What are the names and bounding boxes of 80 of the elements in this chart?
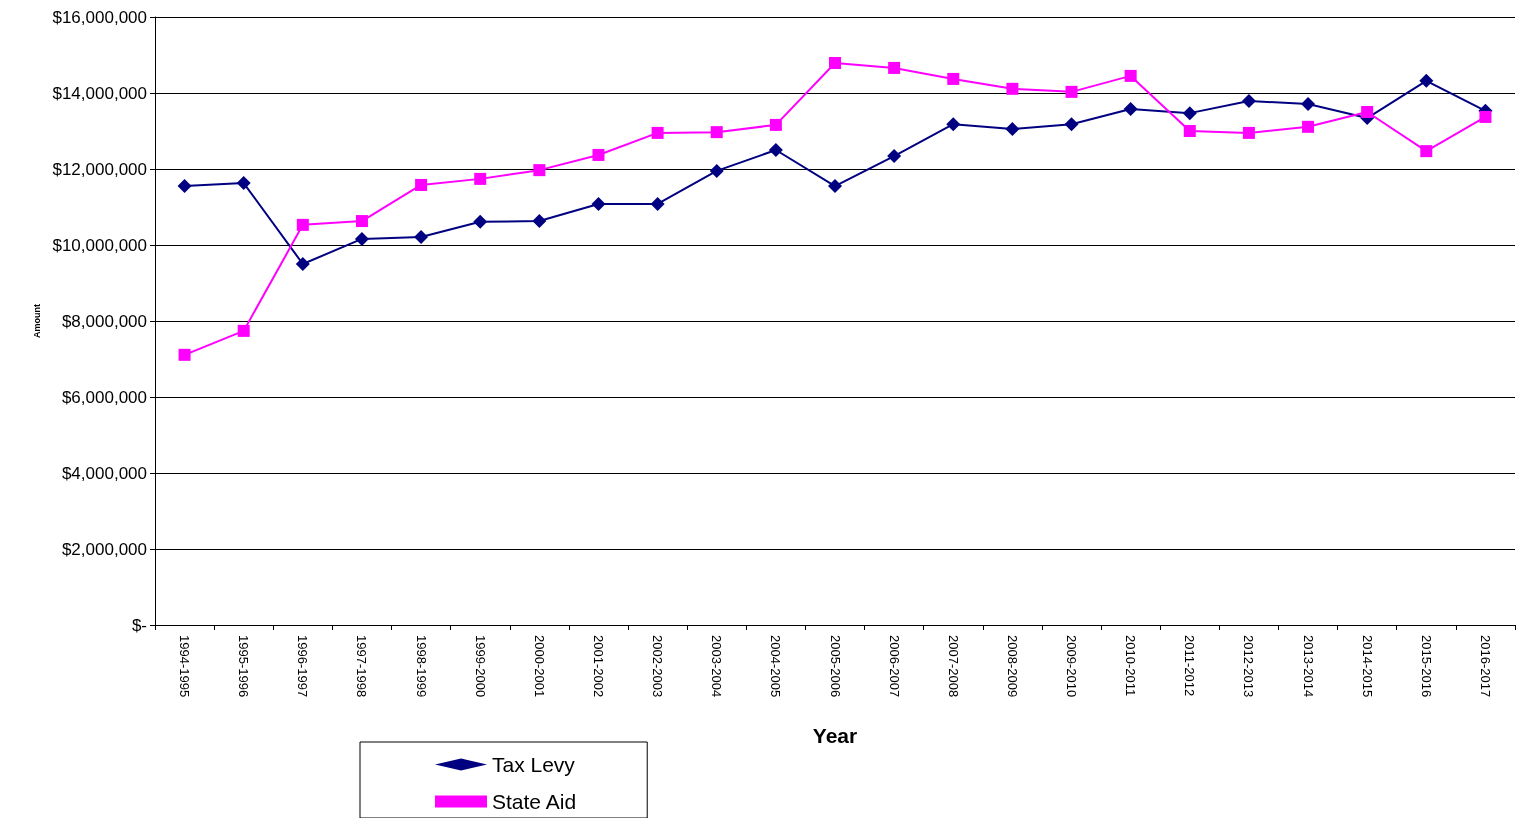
point	[1064, 117, 1079, 132]
point	[1182, 106, 1197, 121]
y-tick-label: $12,000,000	[52, 159, 147, 179]
point	[532, 214, 547, 229]
point	[236, 176, 251, 191]
x-tick-label: 2016-2017	[1477, 635, 1493, 698]
point	[295, 257, 310, 271]
point	[1183, 125, 1196, 137]
point	[1479, 110, 1492, 123]
point	[1124, 69, 1137, 82]
legend-label: State Aid	[492, 790, 577, 813]
legend-label: Tax Levy	[492, 753, 576, 776]
x-tick-label: 2007-2008	[945, 635, 961, 698]
y-tick-label: $8,000,000	[61, 311, 147, 331]
x-tick-label: 2005-2006	[827, 635, 843, 698]
x-tick-label: 2010-2011	[1123, 635, 1139, 697]
x-tick-label: 1998-1999	[413, 635, 429, 698]
point	[354, 231, 369, 246]
point	[887, 149, 902, 164]
x-tick-label: 2002-2003	[650, 635, 666, 698]
x-tick-label: 1997-1998	[354, 635, 370, 698]
point	[592, 148, 605, 161]
point	[1419, 73, 1434, 88]
point	[710, 126, 723, 139]
point	[768, 143, 783, 157]
point	[473, 214, 488, 229]
x-tick-label: 2013-2014	[1300, 635, 1316, 698]
x-tick-label: 1999-2000	[472, 635, 488, 698]
point	[1123, 101, 1138, 116]
x-tick-label: 2008-2009	[1004, 635, 1020, 698]
x-tick-label: 2014-2015	[1359, 635, 1375, 698]
point	[1301, 97, 1316, 112]
point	[415, 178, 428, 191]
point	[355, 215, 368, 228]
point	[178, 348, 191, 361]
y-tick-label: $4,000,000	[61, 463, 147, 483]
point	[1242, 126, 1255, 139]
y-axis-title: Amount	[32, 304, 43, 338]
x-tick-label: 2006-2007	[886, 635, 902, 698]
y-tick-label: $-	[131, 615, 147, 635]
y-tick-label: $6,000,000	[61, 387, 147, 407]
point	[177, 179, 192, 194]
point	[1241, 93, 1256, 108]
point	[888, 61, 901, 74]
x-tick-label: 2004-2005	[768, 635, 784, 698]
point	[829, 56, 841, 69]
point	[651, 126, 664, 139]
x-tick-label: 1995-1996	[236, 635, 252, 698]
y-tick-label: $16,000,000	[52, 7, 147, 27]
point	[769, 118, 782, 131]
point	[591, 196, 606, 211]
x-tick-label: 2012-2013	[1241, 635, 1257, 698]
point	[237, 324, 250, 337]
point	[474, 172, 487, 185]
point	[1420, 145, 1433, 158]
point	[296, 218, 309, 231]
x-tick-label: 1994-1995	[177, 635, 193, 698]
y-tick-label: $2,000,000	[61, 539, 147, 559]
point	[650, 196, 665, 211]
x-tick-label: 2015-2016	[1418, 635, 1434, 698]
point	[1361, 106, 1374, 118]
x-tick-label: 1996-1997	[295, 635, 311, 698]
x-tick-label: 2001-2002	[590, 635, 606, 698]
point	[709, 163, 724, 178]
x-axis-title: Year	[812, 724, 858, 747]
y-tick-label: $14,000,000	[52, 83, 147, 103]
x-tick-label: 2003-2004	[709, 635, 725, 698]
y-tick-label: $10,000,000	[52, 235, 147, 255]
point	[1006, 82, 1019, 95]
point	[1005, 122, 1020, 137]
point	[946, 117, 961, 132]
point	[828, 179, 842, 194]
x-tick-label: 2009-2010	[1064, 635, 1080, 698]
point	[1302, 120, 1315, 133]
point	[947, 72, 960, 85]
point	[533, 164, 546, 177]
point	[1065, 85, 1078, 98]
x-tick-label: 2011-2012	[1182, 635, 1198, 697]
x-tick-label: 2000-2001	[531, 635, 547, 698]
point	[414, 230, 429, 245]
